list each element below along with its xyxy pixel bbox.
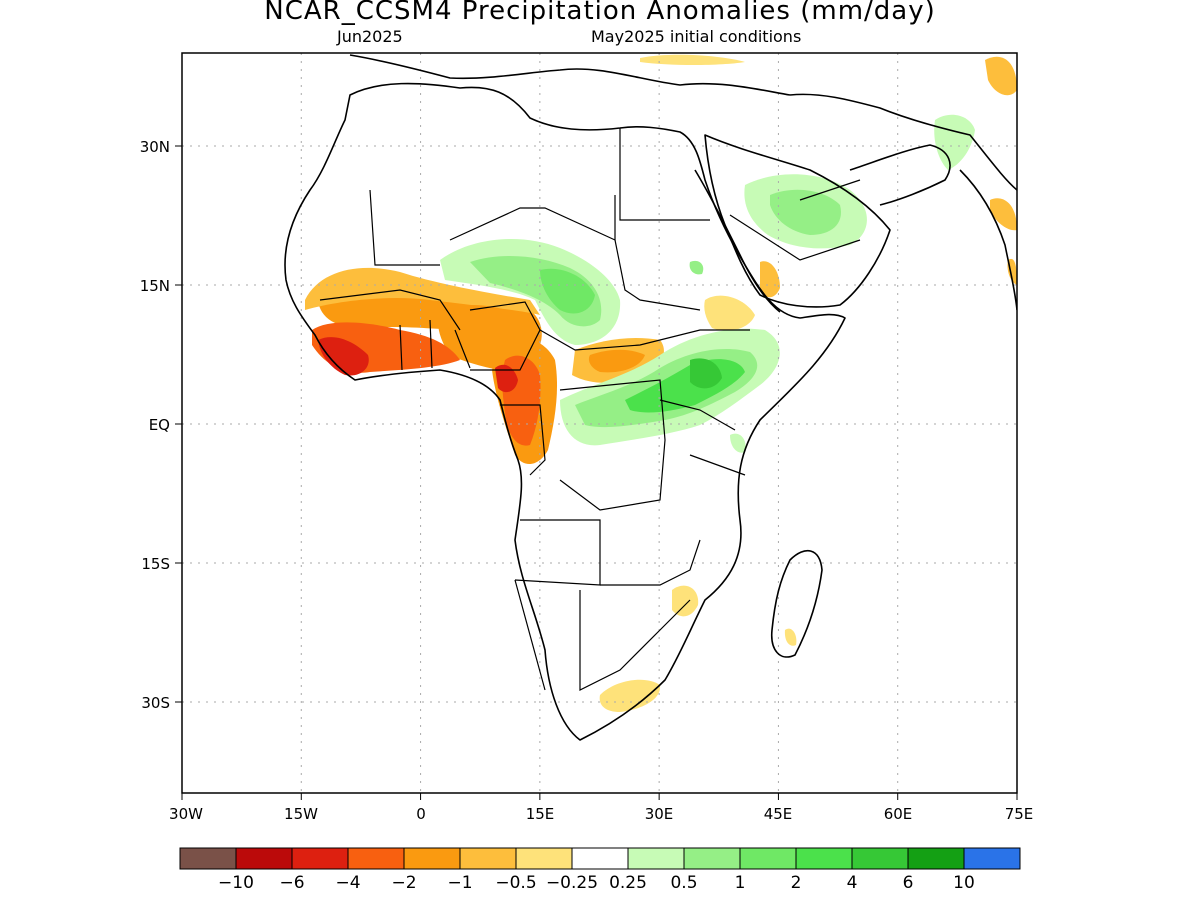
- colorbar-label: −0.5: [495, 873, 536, 893]
- colorbar-labels: −10 −6 −4 −2 −1 −0.5 −0.25 0.25 0.5 1 2 …: [218, 873, 975, 893]
- colorbar-swatch: [571, 847, 629, 870]
- plot-frame: [181, 52, 1018, 794]
- lon-tick-label: 0: [416, 805, 426, 823]
- lon-tick-label: 30W: [169, 805, 203, 823]
- colorbar-swatch: [851, 847, 909, 870]
- colorbar: −10 −6 −4 −2 −1 −0.5 −0.25 0.25 0.5 1 2 …: [179, 847, 1021, 893]
- lon-tick-label: 30E: [645, 805, 674, 823]
- colorbar-swatch: [291, 847, 349, 870]
- lon-tick-label: 15E: [526, 805, 555, 823]
- border-drc: [559, 379, 666, 511]
- border-southern: [514, 579, 691, 691]
- map-title: NCAR_CCSM4 Precipitation Anomalies (mm/d…: [264, 0, 936, 26]
- colorbar-swatch: [963, 847, 1021, 870]
- colorbar-label: 0.25: [609, 873, 647, 893]
- border-gabon-congo: [500, 404, 546, 476]
- colorbar-swatch: [795, 847, 853, 870]
- red-sea-coastline: [694, 169, 781, 313]
- axis-ticks: [175, 145, 1018, 800]
- middle-east-coastline: [789, 93, 1017, 191]
- colorbar-swatch: [347, 847, 405, 870]
- border-egypt: [619, 128, 710, 221]
- colorbar-label: 10: [953, 873, 975, 893]
- mozambique-dry: [672, 585, 699, 617]
- lat-tick-label: 15N: [140, 277, 170, 295]
- chad-wet-center: [540, 268, 595, 314]
- colorbar-swatch: [907, 847, 965, 870]
- colorbar-label: 6: [903, 873, 914, 893]
- border-sudan: [614, 239, 701, 311]
- colorbar-swatches: [179, 847, 1021, 870]
- lon-tick-label: 60E: [884, 805, 913, 823]
- border-arabia: [729, 179, 861, 261]
- colorbar-swatch: [459, 847, 517, 870]
- sahel-dry-outer: [305, 267, 540, 315]
- colorbar-label: −0.25: [546, 873, 598, 893]
- lon-tick-label: 15W: [284, 805, 318, 823]
- colorbar-swatch: [683, 847, 741, 870]
- colorbar-swatch: [403, 847, 461, 870]
- country-borders: [319, 128, 861, 691]
- longitude-labels: 30W 15W 0 15E 30E 45E 60E 75E: [169, 805, 1033, 823]
- iran-dry: [985, 56, 1017, 96]
- south-africa-dry: [599, 679, 661, 712]
- africa-coastline: [284, 82, 846, 741]
- lat-tick-label: 15S: [141, 555, 170, 573]
- kenya-wet: [689, 260, 704, 275]
- lat-tick-label: 30S: [141, 694, 170, 712]
- uganda-wet-core: [690, 358, 722, 389]
- border-east: [659, 399, 746, 476]
- anomaly-shading: [305, 54, 1017, 712]
- madagascar-dry: [784, 628, 797, 646]
- colorbar-swatch: [235, 847, 293, 870]
- colorbar-label: −1: [447, 873, 472, 893]
- colorbar-swatch: [739, 847, 797, 870]
- border-angola: [514, 519, 601, 586]
- colorbar-label: −6: [279, 873, 304, 893]
- ethiopia-dry: [704, 295, 755, 331]
- forecast-month: Jun2025: [337, 27, 403, 46]
- border-west-1: [319, 289, 461, 331]
- india-coastline: [959, 169, 1017, 311]
- ethiopia-wet: [730, 433, 746, 453]
- border-sahara-1: [369, 189, 440, 266]
- colorbar-label: −4: [335, 873, 360, 893]
- border-west-2: [399, 319, 471, 371]
- initial-conditions: May2025 initial conditions: [591, 27, 802, 46]
- latitude-labels: 30N 15N EQ 15S 30S: [140, 138, 170, 712]
- mediterranean-dry: [640, 54, 745, 65]
- persian-gulf-coastline: [849, 144, 951, 206]
- lon-tick-label: 75E: [1005, 805, 1034, 823]
- colorbar-label: 0.5: [670, 873, 697, 893]
- colorbar-label: −2: [391, 873, 416, 893]
- arabia-wet-core: [770, 189, 841, 235]
- colorbar-label: 2: [791, 873, 802, 893]
- lon-tick-label: 45E: [764, 805, 793, 823]
- lat-tick-label: 30N: [140, 138, 170, 156]
- lat-tick-label: EQ: [149, 416, 170, 434]
- car-dry-core: [588, 349, 645, 373]
- india-dry: [990, 198, 1017, 231]
- persian-gulf-wet: [934, 114, 975, 170]
- colorbar-label: 4: [847, 873, 858, 893]
- colorbar-swatch: [179, 847, 237, 870]
- coastlines: [284, 54, 1017, 741]
- colorbar-label: −10: [218, 873, 254, 893]
- colorbar-swatch: [515, 847, 573, 870]
- madagascar-coastline: [770, 549, 823, 658]
- europe-coastline: [349, 54, 791, 96]
- liberia-very-dry: [318, 337, 369, 376]
- yemen-dry: [760, 261, 780, 298]
- cameroon-very-dry: [495, 364, 518, 393]
- border-sahara-2: [449, 195, 616, 241]
- colorbar-swatch: [627, 847, 685, 870]
- border-zambia: [600, 539, 701, 586]
- border-central: [539, 329, 750, 351]
- colorbar-label: 1: [735, 873, 746, 893]
